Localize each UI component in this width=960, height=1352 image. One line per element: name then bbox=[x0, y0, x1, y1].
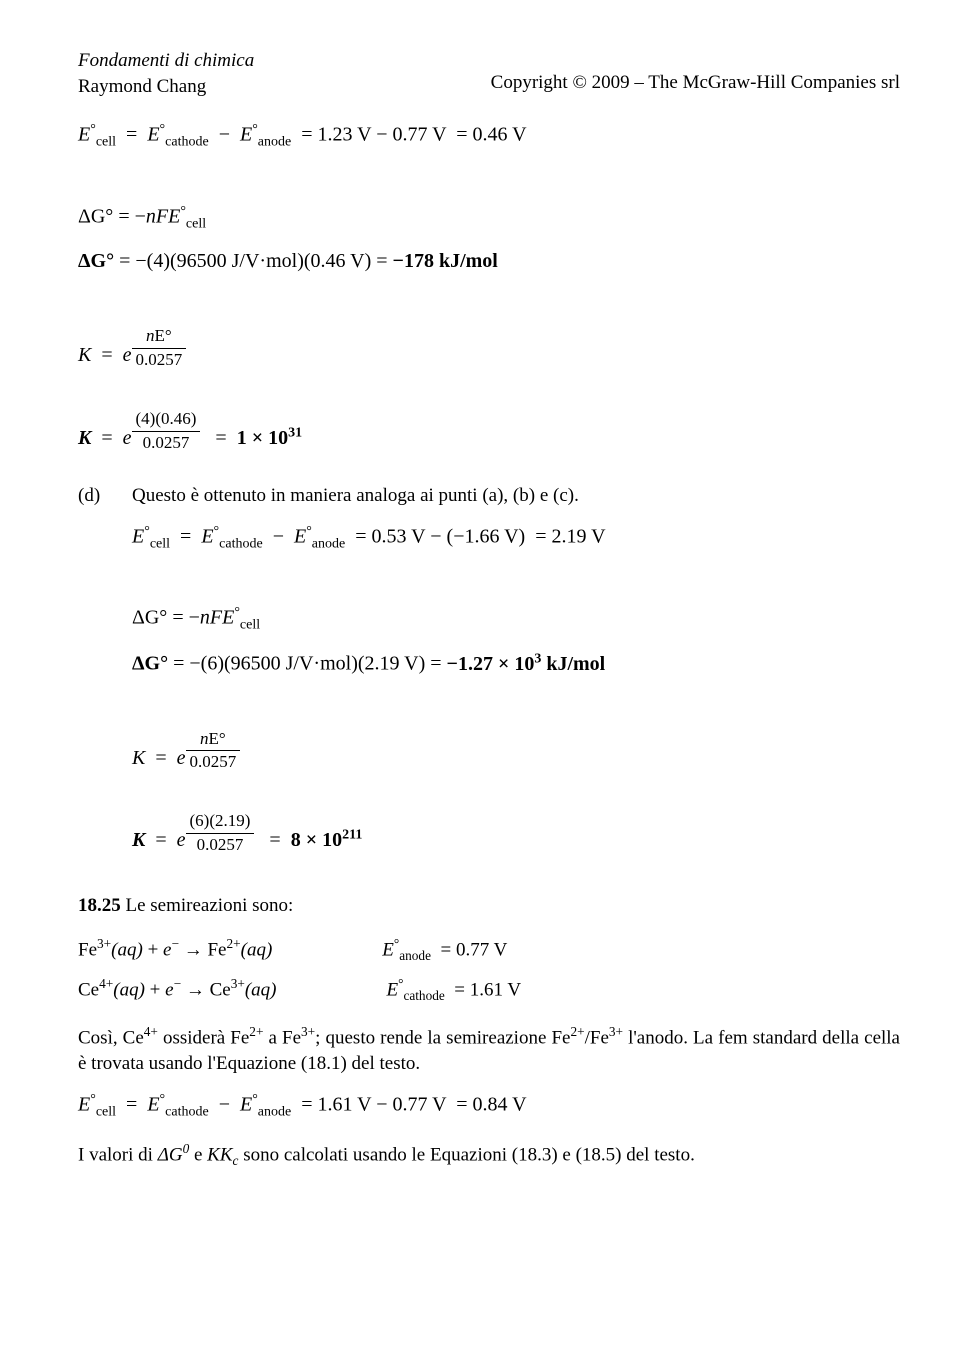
book-title: Fondamenti di chimica bbox=[78, 48, 254, 74]
paragraph-valori: I valori di ΔG0 e KKc sono calcolati usa… bbox=[78, 1140, 900, 1170]
equation-dg-def: ΔG° = −nFE°cell bbox=[78, 203, 900, 235]
section-18-25-heading: 18.25 Le semireazioni sono: bbox=[78, 893, 900, 919]
equation-ecell-c: E°cell = E°cathode − E°anode = 1.23 V − … bbox=[78, 121, 900, 153]
half-reaction-1: Fe3+(aq) + e− → Fe2+(aq) E°anode = 0.77 … bbox=[78, 935, 900, 965]
equation-dg-d: ΔG° = −(6)(96500 J/V·mol)(2.19 V) = −1.2… bbox=[132, 650, 900, 678]
equation-k-def: K = enE°0.0257 bbox=[78, 325, 900, 372]
paragraph-cosi: Così, Ce4+ ossiderà Fe2+ a Fe3+; questo … bbox=[78, 1023, 900, 1077]
equation-ecell-1825: E°cell = E°cathode − E°anode = 1.61 V − … bbox=[78, 1091, 900, 1123]
copyright: Copyright © 2009 – The McGraw-Hill Compa… bbox=[491, 70, 900, 96]
equation-dg-c: ΔG° = −(4)(96500 J/V·mol)(0.46 V) = −178… bbox=[78, 248, 900, 275]
equation-k-d: K = e(6)(2.19)0.0257 = 8 × 10211 bbox=[132, 810, 900, 857]
equation-dg-def-d: ΔG° = −nFE°cell bbox=[132, 604, 900, 636]
equation-k-c: K = e(4)(0.46)0.0257 = 1 × 1031 bbox=[78, 408, 900, 455]
equation-ecell-d: E°cell = E°cathode − E°anode = 0.53 V − … bbox=[132, 523, 900, 555]
equation-k-def-d: K = enE°0.0257 bbox=[132, 728, 900, 775]
part-d-label: (d) bbox=[78, 483, 104, 509]
part-d-text: Questo è ottenuto in maniera analoga ai … bbox=[132, 483, 579, 509]
author: Raymond Chang bbox=[78, 74, 254, 100]
half-reaction-2: Ce4+(aq) + e− → Ce3+(aq) E°cathode = 1.6… bbox=[78, 975, 900, 1005]
part-d: (d) Questo è ottenuto in maniera analoga… bbox=[78, 483, 900, 509]
